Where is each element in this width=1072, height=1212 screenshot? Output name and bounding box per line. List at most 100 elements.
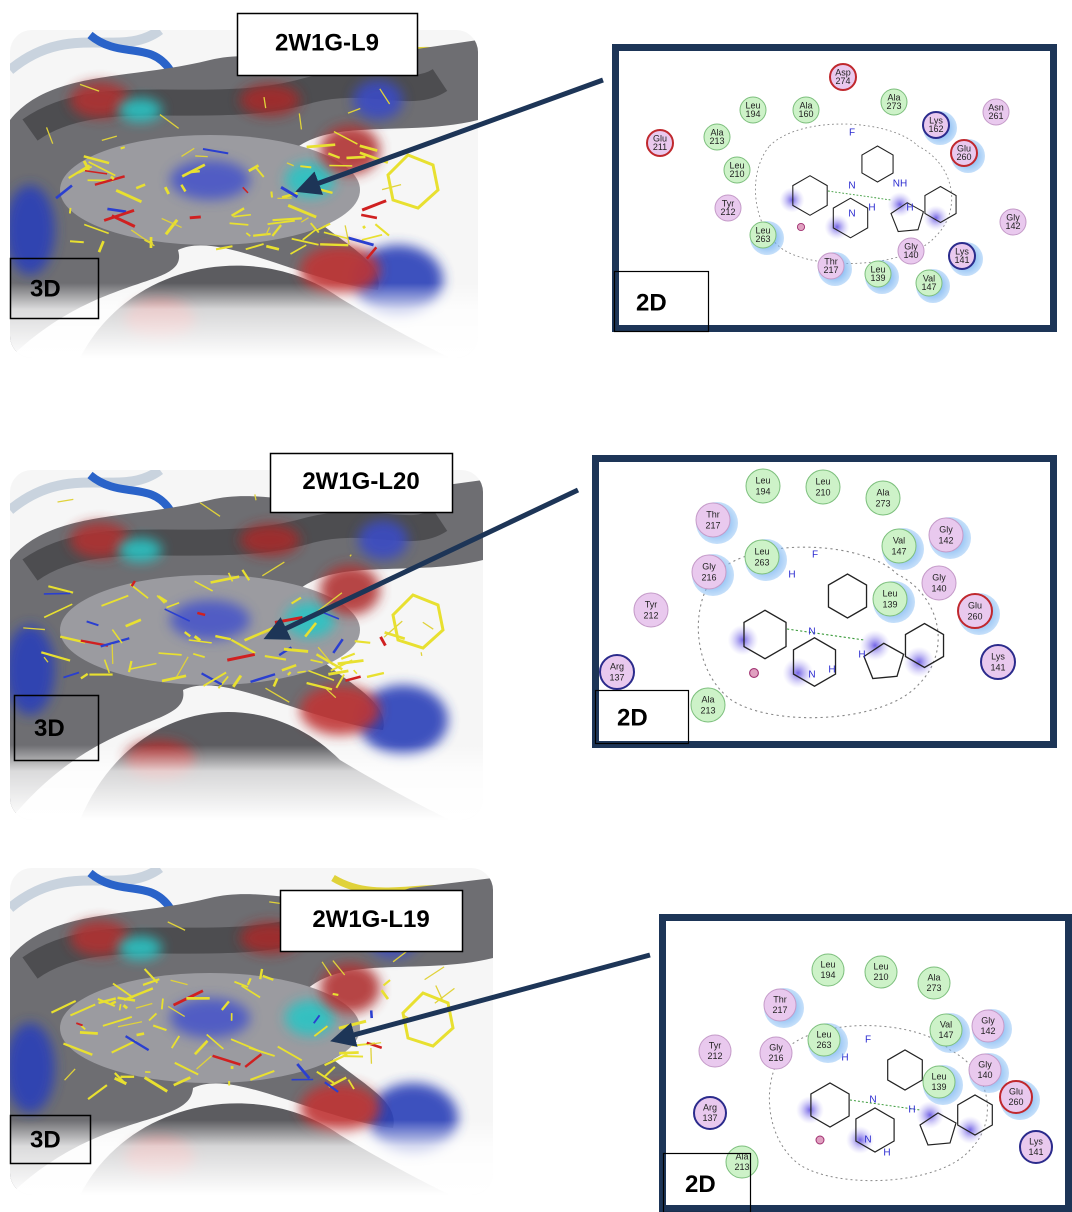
ligand-stick — [120, 1004, 121, 1010]
atom-label: N — [869, 1095, 876, 1106]
surface-patch — [353, 80, 403, 120]
residue-number: 140 — [977, 1070, 992, 1080]
exposure — [923, 205, 948, 230]
residue-number: 210 — [873, 972, 888, 982]
surface-patch — [5, 185, 55, 275]
label-3d: 3D — [34, 715, 65, 742]
panel: 3D2W1G-L9FNNHNHHAsp274Leu194Ala160Ala273… — [5, 14, 1054, 359]
residue-name: Arg — [703, 1103, 717, 1113]
ligand-stick — [80, 1032, 98, 1033]
reflection-fade — [10, 745, 483, 820]
residue-number: 147 — [938, 1030, 953, 1040]
label-2d: 2D — [685, 1171, 716, 1198]
ligand-stick — [70, 208, 71, 214]
residue-number: 210 — [815, 487, 830, 497]
atom-label: N — [864, 1135, 871, 1146]
residue-name: Gly — [932, 572, 946, 582]
residue-name: Gly — [939, 524, 953, 534]
atom-label: H — [906, 203, 913, 214]
exposure — [779, 187, 804, 212]
residue-number: 263 — [816, 1040, 831, 1050]
label-2d: 2D — [636, 289, 667, 316]
residue-name: Thr — [773, 995, 787, 1005]
residue-number: 141 — [1028, 1147, 1043, 1157]
residue-number: 137 — [702, 1113, 717, 1123]
ligand-stick — [346, 157, 365, 158]
residue-name: Tyr — [709, 1041, 722, 1051]
surface-patch — [320, 963, 380, 1013]
oxygen — [750, 669, 759, 678]
residue-name: Leu — [931, 1072, 946, 1082]
surface-patch — [5, 1023, 55, 1113]
atom-label: F — [849, 128, 855, 139]
residue-name: Gly — [981, 1016, 995, 1026]
ligand-stick — [300, 166, 311, 167]
residue-number: 194 — [820, 970, 835, 980]
protein-stick — [195, 156, 208, 157]
surface-patch — [170, 998, 250, 1038]
residue-number: 142 — [1005, 221, 1020, 231]
panel-2d-frame — [616, 48, 1054, 329]
surface-patch — [118, 98, 162, 122]
surface-patch — [240, 84, 300, 116]
exposure — [904, 647, 935, 678]
residue-number: 213 — [709, 136, 724, 146]
atom-label: F — [812, 550, 818, 561]
exposure — [956, 1116, 984, 1144]
reflection-fade — [10, 1120, 493, 1195]
oxygen — [797, 223, 804, 230]
residue-number: 194 — [745, 109, 760, 119]
residue-number: 160 — [798, 109, 813, 119]
surface-patch — [5, 625, 55, 715]
residue-name: Ala — [701, 694, 714, 704]
figure: 3D2W1G-L9FNNHNHHAsp274Leu194Ala160Ala273… — [0, 0, 1072, 1212]
residue-number: 273 — [886, 101, 901, 111]
atom-label: H — [788, 570, 795, 581]
residue-number: 142 — [938, 535, 953, 545]
residue-number: 260 — [956, 152, 971, 162]
residue-name: Val — [940, 1020, 952, 1030]
surface-patch — [358, 520, 408, 560]
atom-label: H — [868, 203, 875, 214]
ligand-stick — [339, 1052, 359, 1053]
residue-number: 260 — [967, 611, 982, 621]
surface-patch — [170, 600, 250, 640]
residue-number: 273 — [875, 498, 890, 508]
residue-number: 210 — [729, 169, 744, 179]
residue-name: Leu — [882, 588, 897, 598]
residue-name: Leu — [820, 960, 835, 970]
ligand-stick — [333, 994, 339, 995]
panel: 3D2W1G-L20FHNNHHLeu194Leu210Ala273Thr217… — [5, 454, 1054, 821]
residue-number: 263 — [754, 557, 769, 567]
residue-name: Tyr — [645, 599, 658, 609]
ligand-stick — [371, 1010, 372, 1018]
residue-name: Leu — [873, 962, 888, 972]
residue-number: 213 — [734, 1162, 749, 1172]
residue-number: 137 — [609, 672, 624, 682]
residue-number: 139 — [882, 599, 897, 609]
surface-patch — [240, 524, 300, 556]
atom-label: H — [908, 1105, 915, 1116]
ligand-stick — [70, 241, 84, 242]
protein-stick — [421, 652, 422, 656]
residue-number: 216 — [768, 1053, 783, 1063]
residue-name: Val — [893, 535, 905, 545]
label-3d: 3D — [30, 1126, 61, 1153]
residue-number: 261 — [988, 111, 1003, 121]
residue-name: Ala — [927, 973, 940, 983]
residue-name: Glu — [1009, 1087, 1023, 1097]
residue-number: 139 — [870, 273, 885, 283]
residue-number: 211 — [653, 142, 667, 152]
atom-label: N — [848, 209, 855, 220]
residue-name: Lys — [1029, 1137, 1043, 1147]
residue-number: 142 — [980, 1026, 995, 1036]
residue-number: 216 — [701, 572, 716, 582]
scene-3d — [5, 470, 483, 820]
label-2d: 2D — [617, 704, 648, 731]
exposure — [824, 214, 849, 239]
residue-name: Arg — [610, 661, 624, 671]
atom-label: NH — [893, 179, 907, 190]
residue-name: Thr — [706, 509, 720, 519]
residue-number: 141 — [990, 662, 1005, 672]
residue-number: 140 — [931, 583, 946, 593]
